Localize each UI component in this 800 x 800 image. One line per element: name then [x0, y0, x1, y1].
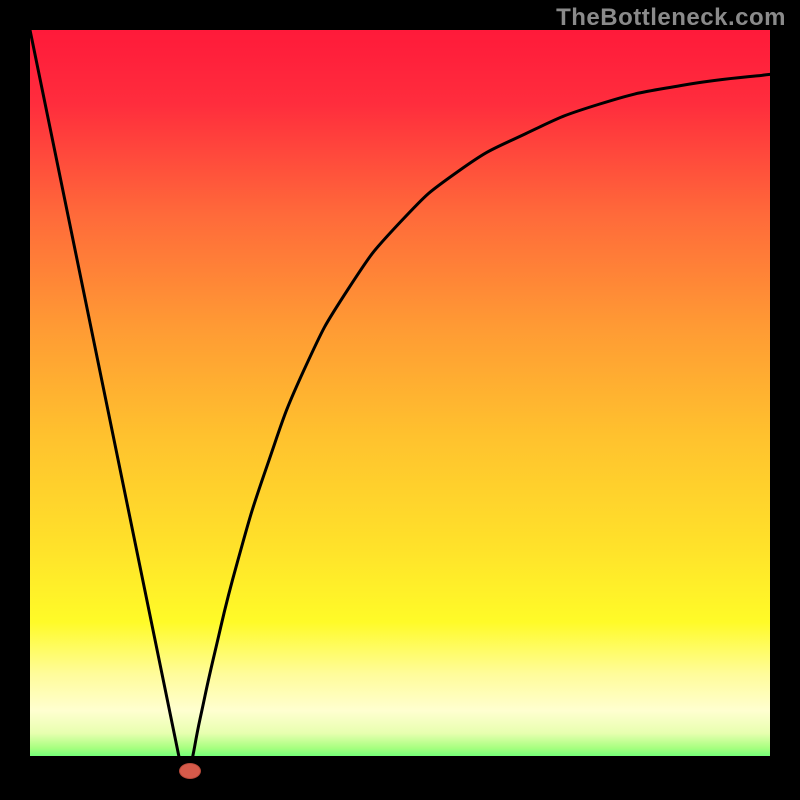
bottleneck-curve: [30, 30, 770, 770]
optimal-point-marker: [179, 763, 201, 779]
watermark-text: TheBottleneck.com: [556, 4, 786, 32]
chart-container: TheBottleneck.com: [0, 0, 800, 800]
curve-layer: [30, 30, 770, 770]
